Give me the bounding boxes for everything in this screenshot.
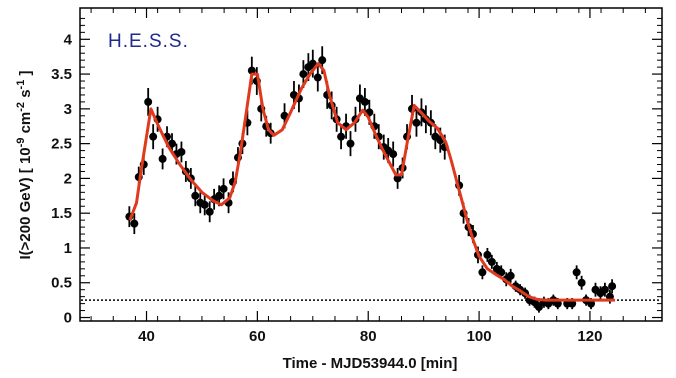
y-tick-label: 2 <box>64 170 72 187</box>
data-point <box>389 150 398 159</box>
data-point <box>219 184 228 193</box>
x-tick-label: 60 <box>249 328 266 345</box>
y-tick-label: 0.5 <box>51 275 72 292</box>
y-tick-label: 3 <box>64 101 72 118</box>
y-tick-label: 3.5 <box>51 66 72 83</box>
x-tick-label: 80 <box>360 328 377 345</box>
data-point <box>200 200 209 209</box>
data-point <box>313 73 322 82</box>
data-point <box>130 219 139 228</box>
fit-curve <box>128 62 615 302</box>
x-tick-label: 100 <box>467 328 492 345</box>
y-tick-label: 1.5 <box>51 205 72 222</box>
y-tick-label: 1 <box>64 240 72 257</box>
y-tick-label: 2.5 <box>51 136 72 153</box>
data-point <box>337 132 346 141</box>
data-point <box>177 147 186 156</box>
data-point <box>483 250 492 259</box>
axis-ticks <box>80 8 662 321</box>
data-point <box>534 303 543 312</box>
chart-label-hess: H.E.S.S. <box>108 31 189 52</box>
data-point <box>205 207 214 216</box>
data-point <box>393 174 402 183</box>
data-point <box>149 132 158 141</box>
data-point <box>487 257 496 266</box>
data-point <box>478 268 487 277</box>
y-tick-label: 4 <box>64 31 73 48</box>
data-point <box>168 139 177 148</box>
data-point <box>191 191 200 200</box>
data-point <box>158 154 167 163</box>
x-axis-title: Time - MJD53944.0 [min] <box>283 355 458 372</box>
data-point <box>360 97 369 106</box>
data-point <box>144 97 153 106</box>
data-point <box>412 118 421 127</box>
axis-tick-labels: 40 60 80 100 120 0 0.5 1 1.5 2 2.5 3 3.5 4 <box>51 31 602 345</box>
x-tick-label: 120 <box>577 328 602 345</box>
y-tick-label: 0 <box>64 310 72 327</box>
data-point <box>600 285 609 294</box>
data-point <box>608 282 617 291</box>
data-point <box>497 268 506 277</box>
data-point <box>299 70 308 79</box>
y-axis-title: I(>200 GeV) [ 10-9 cm-2 s-1 ] <box>15 70 34 259</box>
data-point <box>568 299 577 308</box>
data-point <box>346 139 355 148</box>
data-point <box>587 299 596 308</box>
x-tick-label: 40 <box>138 328 155 345</box>
data-point <box>318 56 327 65</box>
data-point <box>553 299 562 308</box>
data-point <box>215 191 224 200</box>
data-point <box>577 278 586 287</box>
data-point <box>572 268 581 277</box>
data-point <box>506 271 515 280</box>
